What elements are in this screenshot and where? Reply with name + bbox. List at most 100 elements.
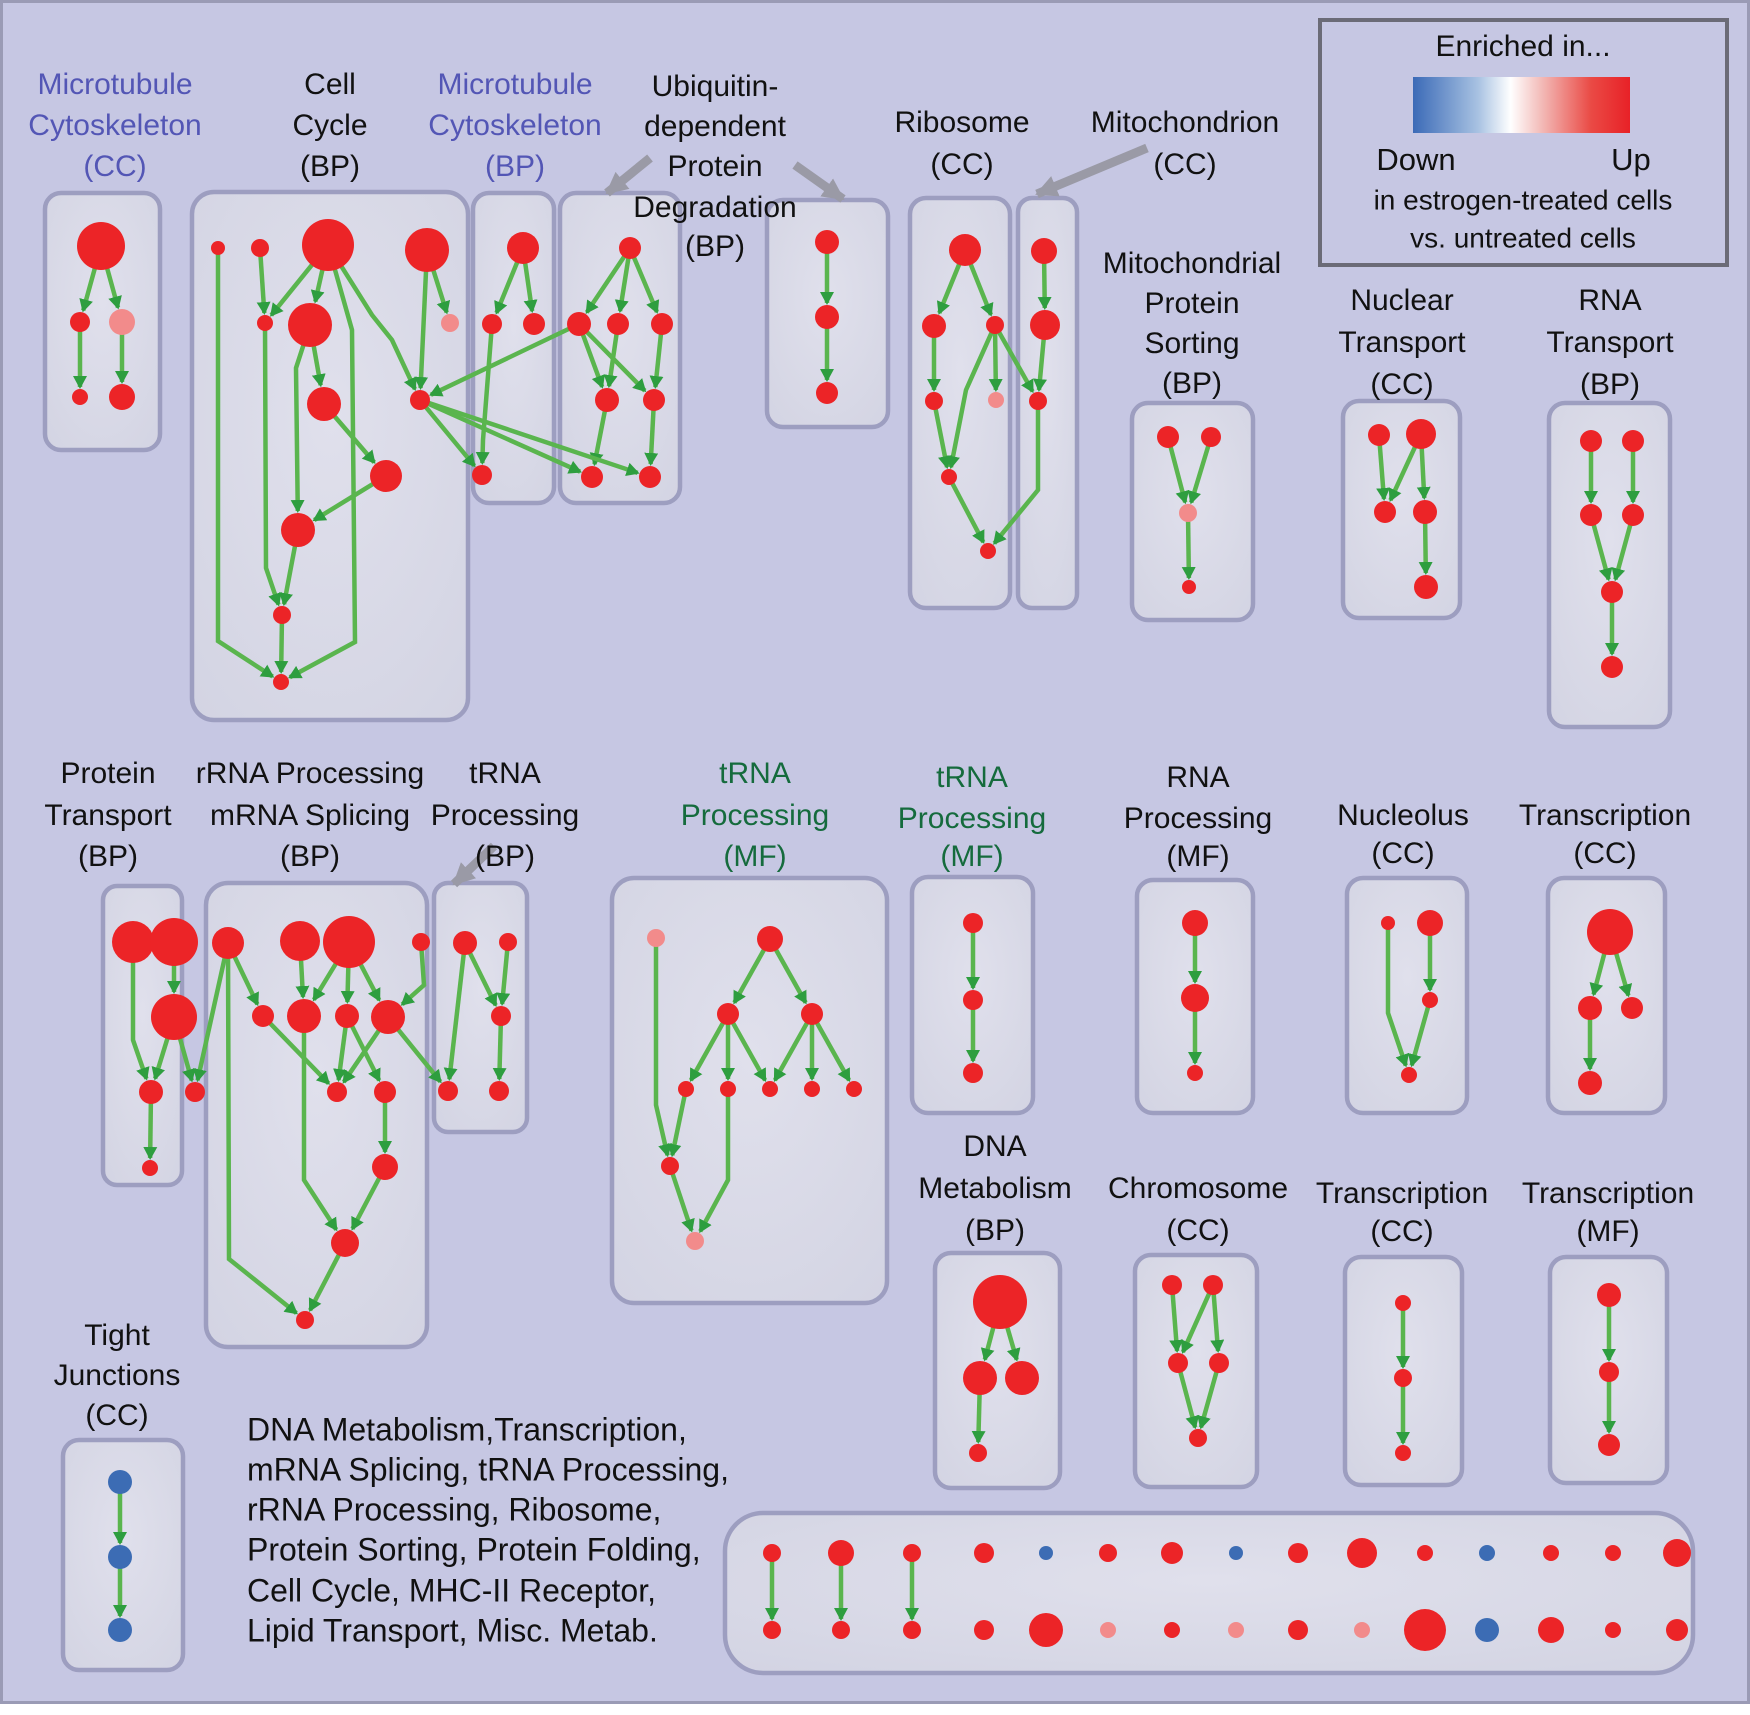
edge-cross-6 [996, 330, 1035, 394]
label-nuclear-transport-cc-line1: Transport [1338, 326, 1466, 359]
gene-node-nucleolus-cc-Y3 [1422, 992, 1438, 1008]
label-trna-processing-mf-large-line0: tRNA [719, 757, 791, 790]
gene-node-cell-cycle-bp-K [281, 513, 315, 547]
group-box-rna-transport-bp [1546, 400, 1673, 730]
label-ubiquitin-degradation-bp-line3: Degradation [633, 191, 796, 224]
gene-node-microtubule-cytoskeleton-cc-m1 [77, 222, 125, 270]
gene-node-rrna-processing-mrna-splicing-bp-N7 [335, 1004, 359, 1028]
gene-node-nuclear-transport-cc-U2 [1406, 419, 1436, 449]
gene-node-trna-processing-bp-T4 [438, 1081, 458, 1101]
gene-node-transcription-cc-bottom-E3 [1395, 1445, 1411, 1461]
gene-node-misc-summary-s15b [1666, 1619, 1688, 1641]
edge-microtubule-cytoskeleton-cc-m1-m3 [104, 267, 122, 310]
edge-trna-processing-mf-large-Q4-Q7 [772, 1021, 810, 1083]
edge-rrna-processing-mrna-splicing-bp-N6-N12 [301, 1032, 339, 1232]
cluster-summary-text-line5: Lipid Transport, Misc. Metab. [247, 1612, 658, 1648]
gene-node-cell-cycle-bp-B [251, 239, 269, 257]
gene-node-misc-summary-s7t [1161, 1542, 1183, 1564]
edge-trna-processing-mf-large-Q1-Q10 [653, 946, 672, 1158]
gene-node-microtubule-cytoskeleton-bp-b4 [472, 465, 492, 485]
label-mitochondrial-protein-sorting-bp-line2: Sorting [1144, 327, 1239, 360]
gene-node-misc-summary-s13b [1538, 1617, 1564, 1643]
edge-nucleolus-cc-Y3-Y4 [1407, 1006, 1431, 1068]
edge-rna-transport-bp-V4-V5 [1611, 524, 1633, 582]
edge-ribosome-cc-R3-R5 [988, 332, 1003, 393]
gene-node-rna-processing-mf-X1 [1182, 910, 1208, 936]
gene-node-trna-processing-mf-large-Q1 [647, 929, 665, 947]
gene-node-trna-processing-mf-large-Q11 [686, 1232, 704, 1250]
edge-cell-cycle-bp-F-K [290, 344, 306, 514]
edge-chromosome-cc-C2-C3 [1180, 1292, 1212, 1354]
gene-node-chromosome-cc-C4 [1209, 1353, 1229, 1373]
gene-node-ubiquitin-degradation-box-a-ubr [639, 466, 661, 488]
gene-node-rrna-processing-mrna-splicing-bp-N3 [323, 916, 375, 968]
edge-cell-cycle-bp-C-E [269, 263, 315, 317]
gene-node-protein-transport-bp-P3 [151, 994, 197, 1040]
gene-node-transcription-mf-F3 [1598, 1434, 1620, 1456]
edge-nuclear-transport-cc-U2-U3 [1388, 445, 1418, 503]
label-microtubule-cytoskeleton-bp-line1: Cytoskeleton [428, 109, 601, 142]
gene-node-nucleolus-cc-Y4 [1401, 1067, 1417, 1083]
gene-node-misc-summary-s1t [763, 1544, 781, 1562]
edge-cross-3 [429, 326, 571, 397]
edge-trna-processing-mf-large-Q6-Q11 [698, 1096, 731, 1234]
edge-mitochondrion-cc-M1-M2 [1037, 262, 1052, 311]
label-trna-processing-mf-large-line1: Processing [681, 799, 829, 832]
label-tight-junctions-cc-line2: (CC) [85, 1399, 148, 1432]
edge-cross-0 [424, 405, 477, 468]
legend-subtitle-2: vs. untreated cells [1410, 222, 1636, 253]
gene-node-chromosome-cc-C2 [1203, 1275, 1223, 1295]
gene-node-transcription-cc-mid-Z3 [1621, 997, 1643, 1019]
label-rrna-processing-mrna-splicing-bp-line1: mRNA Splicing [210, 799, 410, 832]
edge-dna-metabolism-bp-D1-D2 [980, 1326, 996, 1362]
gene-node-misc-summary-s14b [1605, 1622, 1621, 1638]
gene-node-misc-summary-s10t [1347, 1538, 1377, 1568]
gene-node-nuclear-transport-cc-U4 [1413, 500, 1437, 524]
group-box-mitochondrion-cc [1015, 195, 1080, 611]
edge-protein-transport-bp-P3-P4 [151, 1037, 170, 1081]
gene-node-microtubule-cytoskeleton-cc-m5 [109, 384, 135, 410]
gene-node-misc-summary-s2b [832, 1621, 850, 1639]
label-transcription-cc-bottom-line1: (CC) [1370, 1215, 1433, 1248]
edge-rrna-processing-mrna-splicing-bp-N8-N9 [341, 1028, 381, 1084]
edge-mitochondrial-protein-sorting-bp-S3-S4 [1181, 520, 1196, 581]
gene-node-transcription-cc-mid-Z4 [1578, 1071, 1602, 1095]
label-tight-junctions-cc-line1: Junctions [54, 1359, 181, 1392]
edge-cross-5 [396, 1028, 443, 1084]
gene-node-nucleolus-cc-Y1 [1381, 916, 1395, 930]
edge-chromosome-cc-C4-C5 [1197, 1371, 1219, 1430]
label-cell-cycle-bp-line2: (BP) [300, 150, 360, 183]
gene-node-protein-transport-bp-P2 [150, 918, 198, 966]
gene-node-mitochondrial-protein-sorting-bp-S2 [1201, 427, 1221, 447]
edge-dna-metabolism-bp-D2-D4 [971, 1393, 986, 1445]
gene-node-misc-summary-s12b [1475, 1618, 1499, 1642]
edge-ribosome-cc-R1-R2 [936, 263, 962, 315]
edge-cross-7 [992, 409, 1041, 545]
edge-nucleolus-cc-Y1-Y4 [1385, 929, 1409, 1068]
label-transcription-mf-line0: Transcription [1522, 1177, 1694, 1210]
label-transcription-mf-line1: (MF) [1576, 1215, 1639, 1248]
edge-rrna-processing-mrna-splicing-bp-N4-N8 [400, 949, 427, 1007]
gene-node-chromosome-cc-C5 [1189, 1429, 1207, 1447]
edge-cell-cycle-bp-D-G [431, 269, 451, 315]
gene-node-misc-summary-s3b [903, 1621, 921, 1639]
gene-node-ribosome-cc-R3 [986, 316, 1004, 334]
label-mitochondrion-cc-line0: Mitochondrion [1091, 106, 1279, 139]
gene-node-microtubule-cytoskeleton-cc-m2 [70, 312, 90, 332]
label-trna-processing-bp-line2: (BP) [475, 840, 535, 873]
label-microtubule-cytoskeleton-cc-line1: Cytoskeleton [28, 109, 201, 142]
label-protein-transport-bp-line2: (BP) [78, 840, 138, 873]
gene-node-trna-processing-mf-small-W1 [963, 913, 983, 933]
edge-rrna-processing-mrna-splicing-bp-N3-N6 [311, 962, 338, 1002]
gene-node-microtubule-cytoskeleton-bp-b3 [523, 313, 545, 335]
gene-node-cell-cycle-bp-G [441, 314, 459, 332]
edge-ubiquitin-degradation-box-a-umc-ull [603, 333, 619, 389]
gene-node-transcription-cc-bottom-E1 [1395, 1295, 1411, 1311]
gene-node-trna-processing-bp-T2 [499, 933, 517, 951]
edge-rrna-processing-mrna-splicing-bp-N1-N13 [225, 957, 298, 1315]
legend-subtitle-1: in estrogen-treated cells [1374, 184, 1673, 215]
gene-node-misc-summary-s15t [1663, 1539, 1691, 1567]
edge-trna-processing-mf-large-Q4-Q9 [814, 1021, 852, 1083]
edge-trna-processing-bp-T1-T3 [467, 951, 498, 1008]
gene-node-mitochondrion-cc-M3 [1029, 392, 1047, 410]
